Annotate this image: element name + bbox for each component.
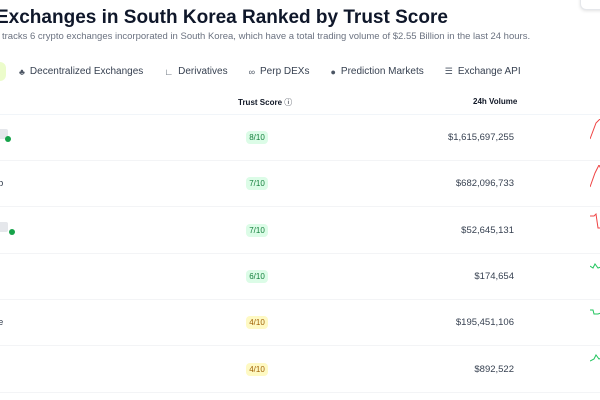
trust-score-badge: 4/10 xyxy=(246,316,268,330)
volume-value: $1,615,697,255 xyxy=(447,132,514,143)
tab-decentralized-exchanges[interactable]: ♣ Decentralized Exchanges xyxy=(19,66,143,77)
volume-value: $682,096,733 xyxy=(455,178,514,190)
tab-label: Prediction Markets xyxy=(340,66,424,77)
volume-sparkline xyxy=(590,353,600,361)
tab-perp-dexs[interactable]: ∞ Perp DEXs xyxy=(249,66,310,77)
tab-bar: ♣ Decentralized Exchanges ∟ Derivatives ∞ P… xyxy=(19,66,521,77)
table-header: Trust Score ⓘ 24h Volume xyxy=(0,89,600,115)
page-title: Exchanges in South Korea Ranked by Trust… xyxy=(0,7,448,28)
info-icon[interactable]: ⓘ xyxy=(284,98,293,107)
tab-derivatives[interactable]: ∟ Derivatives xyxy=(164,66,227,77)
bulb-icon: ● xyxy=(330,66,336,77)
volume-value: $52,645,131 xyxy=(461,224,514,236)
dex-icon: ♣ xyxy=(19,66,25,77)
page-subtitle: tracks 6 crypto exchanges incorporated i… xyxy=(2,31,531,42)
table-row[interactable]: b 7/10 $682,096,733 xyxy=(0,161,600,208)
sparkline-path xyxy=(590,119,600,140)
trust-score-badge: 7/10 xyxy=(246,223,268,237)
infinity-icon: ∞ xyxy=(248,66,256,77)
table-row[interactable]: 8/10 $1,615,697,255 xyxy=(0,115,600,161)
volume-value: $195,451,106 xyxy=(455,317,514,329)
volume-value: $174,654 xyxy=(474,270,514,282)
database-icon: ☰ xyxy=(444,66,453,76)
tab-label: Perp DEXs xyxy=(260,66,310,77)
volume-sparkline xyxy=(590,212,600,229)
top-right-button[interactable] xyxy=(580,0,600,10)
trust-score-badge: 8/10 xyxy=(246,131,268,144)
sparkline-path xyxy=(590,212,600,229)
volume-sparkline xyxy=(590,119,600,140)
volume-sparkline xyxy=(590,309,600,315)
sparkline-path xyxy=(590,309,600,315)
volume-sparkline xyxy=(590,165,600,188)
exchange-name[interactable]: b xyxy=(0,178,4,190)
sparkline-path xyxy=(590,353,600,361)
tab-label: Derivatives xyxy=(178,66,228,77)
tab-active-exchanges[interactable] xyxy=(0,62,6,81)
column-label: Trust Score xyxy=(238,98,283,107)
trust-score-badge: 4/10 xyxy=(246,362,268,376)
sparkline-path xyxy=(590,165,600,188)
sparkline-path xyxy=(590,262,600,269)
volume-value: $892,522 xyxy=(474,363,514,375)
table-row[interactable]: e 4/10 $195,451,106 xyxy=(0,300,600,347)
chart-icon: ∟ xyxy=(164,66,174,77)
volume-sparkline xyxy=(590,262,600,269)
trust-score-badge: 7/10 xyxy=(246,177,268,191)
verified-icon xyxy=(9,228,15,235)
table-row[interactable]: 6/10 $174,654 xyxy=(0,254,600,300)
tab-prediction-markets[interactable]: ● Prediction Markets xyxy=(330,66,423,77)
tab-label: Exchange API xyxy=(457,66,521,77)
trust-score-badge: 6/10 xyxy=(246,269,268,283)
exchange-name[interactable]: e xyxy=(0,317,4,329)
tab-label: Decentralized Exchanges xyxy=(29,66,144,77)
tab-exchange-api[interactable]: ☰ Exchange API xyxy=(445,66,521,77)
verified-icon xyxy=(5,136,11,142)
table-row[interactable]: 7/10 $52,645,131 xyxy=(0,208,600,254)
column-trust-score[interactable]: Trust Score ⓘ xyxy=(238,97,292,108)
table-row[interactable]: 4/10 $892,522 xyxy=(0,347,600,393)
exchange-logo xyxy=(0,129,8,139)
exchange-logo xyxy=(0,221,8,232)
column-24h-volume[interactable]: 24h Volume xyxy=(473,97,518,106)
